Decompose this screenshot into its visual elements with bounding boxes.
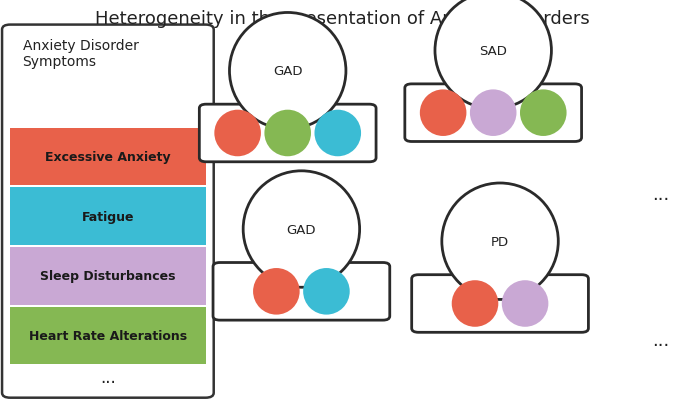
Text: Fatigue: Fatigue bbox=[82, 210, 134, 223]
Ellipse shape bbox=[420, 90, 466, 136]
Bar bbox=[10, 247, 206, 305]
Text: ...: ... bbox=[100, 369, 116, 386]
Ellipse shape bbox=[303, 269, 350, 315]
Text: Excessive Anxiety: Excessive Anxiety bbox=[45, 150, 171, 163]
Bar bbox=[10, 307, 206, 364]
Text: PD: PD bbox=[491, 235, 509, 248]
Ellipse shape bbox=[502, 281, 549, 327]
FancyBboxPatch shape bbox=[412, 275, 588, 333]
FancyBboxPatch shape bbox=[405, 85, 582, 142]
Ellipse shape bbox=[253, 269, 299, 315]
FancyBboxPatch shape bbox=[199, 105, 376, 162]
Ellipse shape bbox=[314, 111, 361, 157]
Ellipse shape bbox=[264, 111, 311, 157]
Text: ...: ... bbox=[652, 185, 670, 203]
Text: Heart Rate Alterations: Heart Rate Alterations bbox=[29, 329, 187, 342]
Ellipse shape bbox=[243, 171, 360, 288]
Ellipse shape bbox=[451, 281, 498, 327]
Ellipse shape bbox=[229, 13, 346, 130]
Text: ...: ... bbox=[652, 331, 670, 349]
Text: Heterogeneity in the presentation of Anxiety Disorders: Heterogeneity in the presentation of Anx… bbox=[95, 10, 590, 28]
Bar bbox=[10, 128, 206, 185]
Ellipse shape bbox=[214, 111, 261, 157]
Ellipse shape bbox=[435, 0, 551, 109]
Ellipse shape bbox=[520, 90, 566, 136]
Text: SAD: SAD bbox=[479, 45, 507, 58]
Ellipse shape bbox=[470, 90, 516, 136]
FancyBboxPatch shape bbox=[2, 26, 214, 398]
Text: GAD: GAD bbox=[286, 223, 316, 236]
FancyBboxPatch shape bbox=[213, 263, 390, 320]
Text: Anxiety Disorder
Symptoms: Anxiety Disorder Symptoms bbox=[23, 38, 138, 68]
Text: Sleep Disturbances: Sleep Disturbances bbox=[40, 270, 175, 283]
Text: GAD: GAD bbox=[273, 65, 303, 78]
Bar bbox=[10, 188, 206, 245]
Ellipse shape bbox=[442, 183, 558, 300]
